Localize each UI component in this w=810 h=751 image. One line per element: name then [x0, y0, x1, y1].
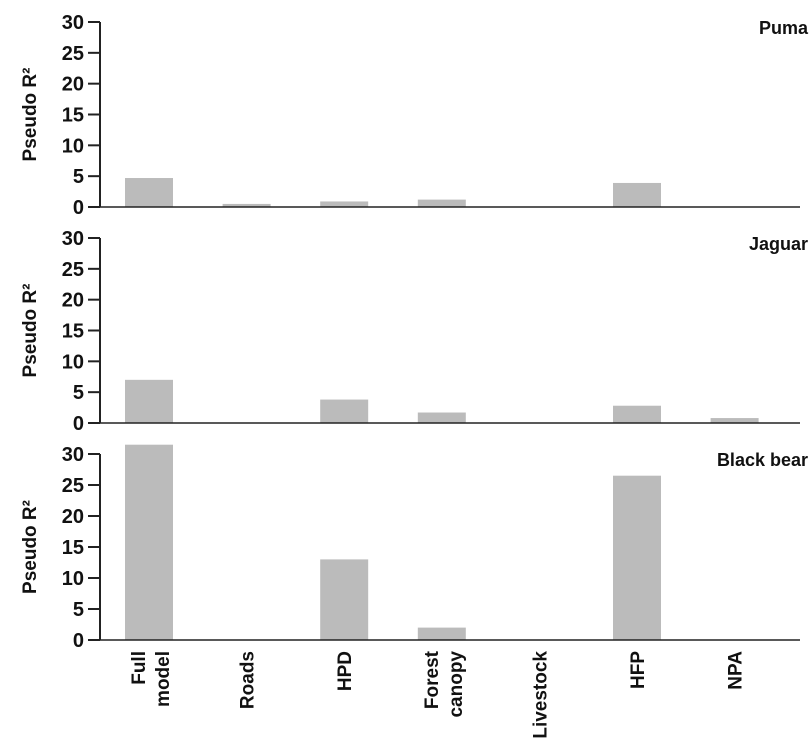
- y-tick-label: 10: [62, 135, 84, 157]
- category-label-line: Livestock: [530, 651, 551, 739]
- category-label: Livestock: [530, 651, 551, 739]
- y-tick-label: 10: [62, 568, 84, 590]
- y-tick-label: 0: [73, 197, 84, 219]
- category-label: Forest canopy: [422, 650, 467, 717]
- bar-puma-3: [417, 199, 466, 207]
- y-tick-label: 5: [73, 382, 84, 404]
- bar-puma-2: [320, 201, 369, 207]
- bar-puma-1: [222, 203, 271, 207]
- y-tick-label: 30: [62, 228, 84, 250]
- category-label: Full model: [129, 651, 174, 707]
- panel-title: Jaguar: [749, 234, 808, 254]
- bar-jaguar-3: [417, 412, 466, 423]
- y-tick-label: 25: [62, 259, 84, 281]
- y-tick-label: 0: [73, 413, 84, 435]
- y-tick-label: 20: [62, 506, 84, 528]
- y-tick-label: 20: [62, 290, 84, 312]
- y-tick-label: 30: [62, 12, 84, 34]
- category-label: Roads: [238, 651, 259, 709]
- category-label-line: model: [153, 651, 174, 707]
- category-label-line: Forest: [422, 650, 443, 709]
- bar-puma-0: [125, 178, 173, 207]
- y-tick-label: 25: [62, 475, 84, 497]
- y-tick-label: 15: [62, 537, 84, 559]
- category-label: NPA: [726, 651, 747, 690]
- bar-black-bear-5: [613, 475, 661, 640]
- category-label: HFP: [628, 651, 649, 689]
- bar-jaguar-5: [613, 405, 661, 423]
- bar-jaguar-2: [320, 399, 369, 423]
- y-tick-label: 5: [73, 166, 84, 188]
- bar-black-bear-2: [320, 559, 369, 640]
- y-tick-label: 0: [73, 630, 84, 652]
- category-label-line: HFP: [628, 651, 649, 689]
- bar-jaguar-0: [125, 379, 173, 423]
- category-label: HPD: [335, 651, 356, 691]
- y-tick-label: 20: [62, 74, 84, 96]
- bar-black-bear-3: [417, 627, 466, 640]
- bar-black-bear-0: [125, 444, 173, 640]
- bar-jaguar-6: [710, 418, 759, 423]
- y-tick-label: 10: [62, 351, 84, 373]
- bar-puma-5: [613, 182, 661, 207]
- y-tick-label: 25: [62, 43, 84, 65]
- y-tick-label: 30: [62, 444, 84, 466]
- category-label-line: HPD: [335, 651, 356, 691]
- y-tick-label: 15: [62, 321, 84, 343]
- category-label-line: Full: [129, 651, 150, 685]
- category-label-line: NPA: [726, 651, 747, 690]
- category-label-line: canopy: [446, 651, 467, 718]
- category-label-line: Roads: [238, 651, 259, 709]
- panel-title: Black bear: [717, 450, 808, 470]
- y-tick-label: 15: [62, 105, 84, 127]
- panel-title: Puma: [759, 18, 809, 38]
- y-tick-label: 5: [73, 599, 84, 621]
- y-axis-label: Pseudo R²: [20, 68, 41, 162]
- y-axis-label: Pseudo R²: [20, 284, 41, 378]
- y-axis-label: Pseudo R²: [20, 500, 41, 594]
